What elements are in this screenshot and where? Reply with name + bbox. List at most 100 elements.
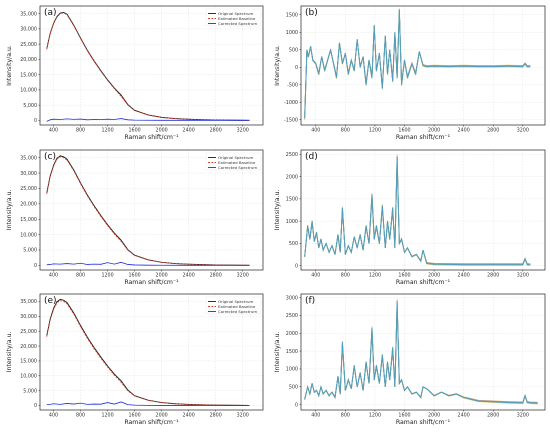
panel-label: (e): [44, 296, 57, 306]
y-tick-label: 10,000: [20, 373, 37, 379]
y-tick-label: 5,000: [23, 248, 37, 254]
y-tick-label: 0: [295, 263, 298, 269]
x-tick-label: 3200: [517, 273, 529, 279]
x-tick-label: 3200: [517, 128, 529, 134]
series-line-corrected: [46, 401, 250, 406]
x-tick-label: 3200: [237, 128, 249, 134]
y-tick-label: 0: [295, 402, 298, 408]
x-tick-label: 1200: [369, 273, 381, 279]
x-tick-label: 2000: [428, 413, 440, 419]
x-tick-label: 2400: [458, 273, 470, 279]
x-tick-label: 2800: [210, 413, 222, 419]
x-tick-label: 400: [311, 273, 320, 279]
y-axis-label: Intensity/a.u.: [274, 45, 281, 86]
y-tick-label: 10,000: [20, 232, 37, 238]
x-tick-label: 400: [49, 273, 58, 279]
x-tick-label: 2400: [183, 273, 195, 279]
legend-label-corrected: Corrected Spectrum: [218, 309, 257, 314]
x-tick-label: 2800: [487, 128, 499, 134]
x-tick-label: 2000: [156, 413, 168, 419]
y-tick-label: 2000: [286, 174, 298, 180]
y-tick-label: 1500: [286, 12, 298, 18]
y-tick-label: 0: [34, 403, 37, 409]
x-tick-label: 800: [76, 128, 85, 134]
data-layer: [304, 154, 531, 266]
x-tick-label: 1600: [128, 413, 140, 419]
y-tick-label: 25,000: [20, 42, 37, 48]
y-tick-label: 20,000: [20, 202, 37, 208]
panel-a: 400 800 1200 1600 2000 2400 2800 3200 0 5,000 10,0…: [6, 5, 264, 141]
x-tick-label: 400: [311, 413, 320, 419]
panel-label: (b): [305, 8, 318, 18]
x-tick-label: 1600: [398, 273, 410, 279]
series-line-processed: [304, 156, 531, 266]
series-band-line: [304, 155, 531, 266]
y-tick-label: 0: [34, 263, 37, 269]
y-axis-label: Intensity/a.u.: [274, 332, 281, 373]
y-axis-label: Intensity/a.u.: [274, 190, 281, 231]
x-tick-label: 2000: [156, 128, 168, 134]
series-line-baseline: [46, 12, 250, 121]
series-band-line: [304, 154, 531, 266]
x-tick-label: 2400: [183, 128, 195, 134]
series-line-original: [46, 155, 250, 266]
x-tick-label: 1600: [128, 128, 140, 134]
x-tick-label: 2800: [487, 413, 499, 419]
y-axis-label: Intensity/a.u.: [6, 332, 13, 373]
panel-e: 400 800 1200 1600 2000 2400 2800 3200 0 5,000 10,0…: [6, 293, 264, 426]
legend-label-original: Original Spectrum: [218, 11, 254, 16]
y-tick-label: 1000: [286, 367, 298, 373]
y-tick-label: 15,000: [20, 217, 37, 223]
x-axis-label: Raman shift/cm⁻¹: [396, 419, 451, 426]
x-tick-label: 1600: [128, 273, 140, 279]
y-tick-label: 30,000: [20, 314, 37, 320]
x-tick-label: 1600: [398, 413, 410, 419]
x-tick-label: 2000: [428, 128, 440, 134]
x-tick-label: 1200: [101, 273, 113, 279]
y-tick-label: 1500: [286, 349, 298, 355]
y-tick-label: 10,000: [20, 88, 37, 94]
plot-frame: [39, 293, 264, 411]
x-tick-label: 3200: [237, 273, 249, 279]
x-tick-label: 2400: [458, 128, 470, 134]
series-band-line: [304, 163, 531, 265]
y-tick-label: 1000: [286, 30, 298, 36]
x-axis-label: Raman shift/cm⁻¹: [124, 134, 179, 141]
y-tick-label: 25,000: [20, 329, 37, 335]
y-tick-label: 2000: [286, 331, 298, 337]
y-tick-label: 500: [289, 385, 298, 391]
plot-frame: [300, 5, 546, 126]
series-line-corrected: [46, 261, 250, 266]
y-tick-label: 0: [34, 118, 37, 124]
x-tick-label: 1200: [369, 128, 381, 134]
panel-label: (d): [305, 152, 318, 162]
series-line-original: [46, 11, 250, 121]
data-layer: [304, 298, 538, 405]
y-tick-label: -1500: [284, 117, 298, 123]
series-line-original: [46, 298, 250, 406]
panel-label: (a): [44, 8, 57, 18]
y-tick-label: 2500: [286, 152, 298, 158]
x-tick-label: 800: [341, 413, 350, 419]
legend-label-corrected: Corrected Spectrum: [218, 165, 257, 170]
x-tick-label: 1600: [398, 128, 410, 134]
x-tick-label: 400: [49, 413, 58, 419]
series-band-line: [304, 159, 531, 265]
y-tick-label: 2500: [286, 313, 298, 319]
x-tick-label: 2800: [487, 273, 499, 279]
x-tick-label: 800: [341, 128, 350, 134]
data-layer: [46, 11, 250, 122]
x-tick-label: 800: [76, 273, 85, 279]
series-line-baseline: [46, 300, 250, 406]
legend-label-original: Original Spectrum: [218, 155, 254, 160]
x-tick-label: 2400: [183, 413, 195, 419]
y-tick-label: 20,000: [20, 344, 37, 350]
y-tick-label: 30,000: [20, 171, 37, 177]
y-tick-label: 35,000: [20, 299, 37, 305]
y-tick-label: 15,000: [20, 359, 37, 365]
plot-frame: [300, 149, 546, 271]
x-tick-label: 3200: [237, 413, 249, 419]
